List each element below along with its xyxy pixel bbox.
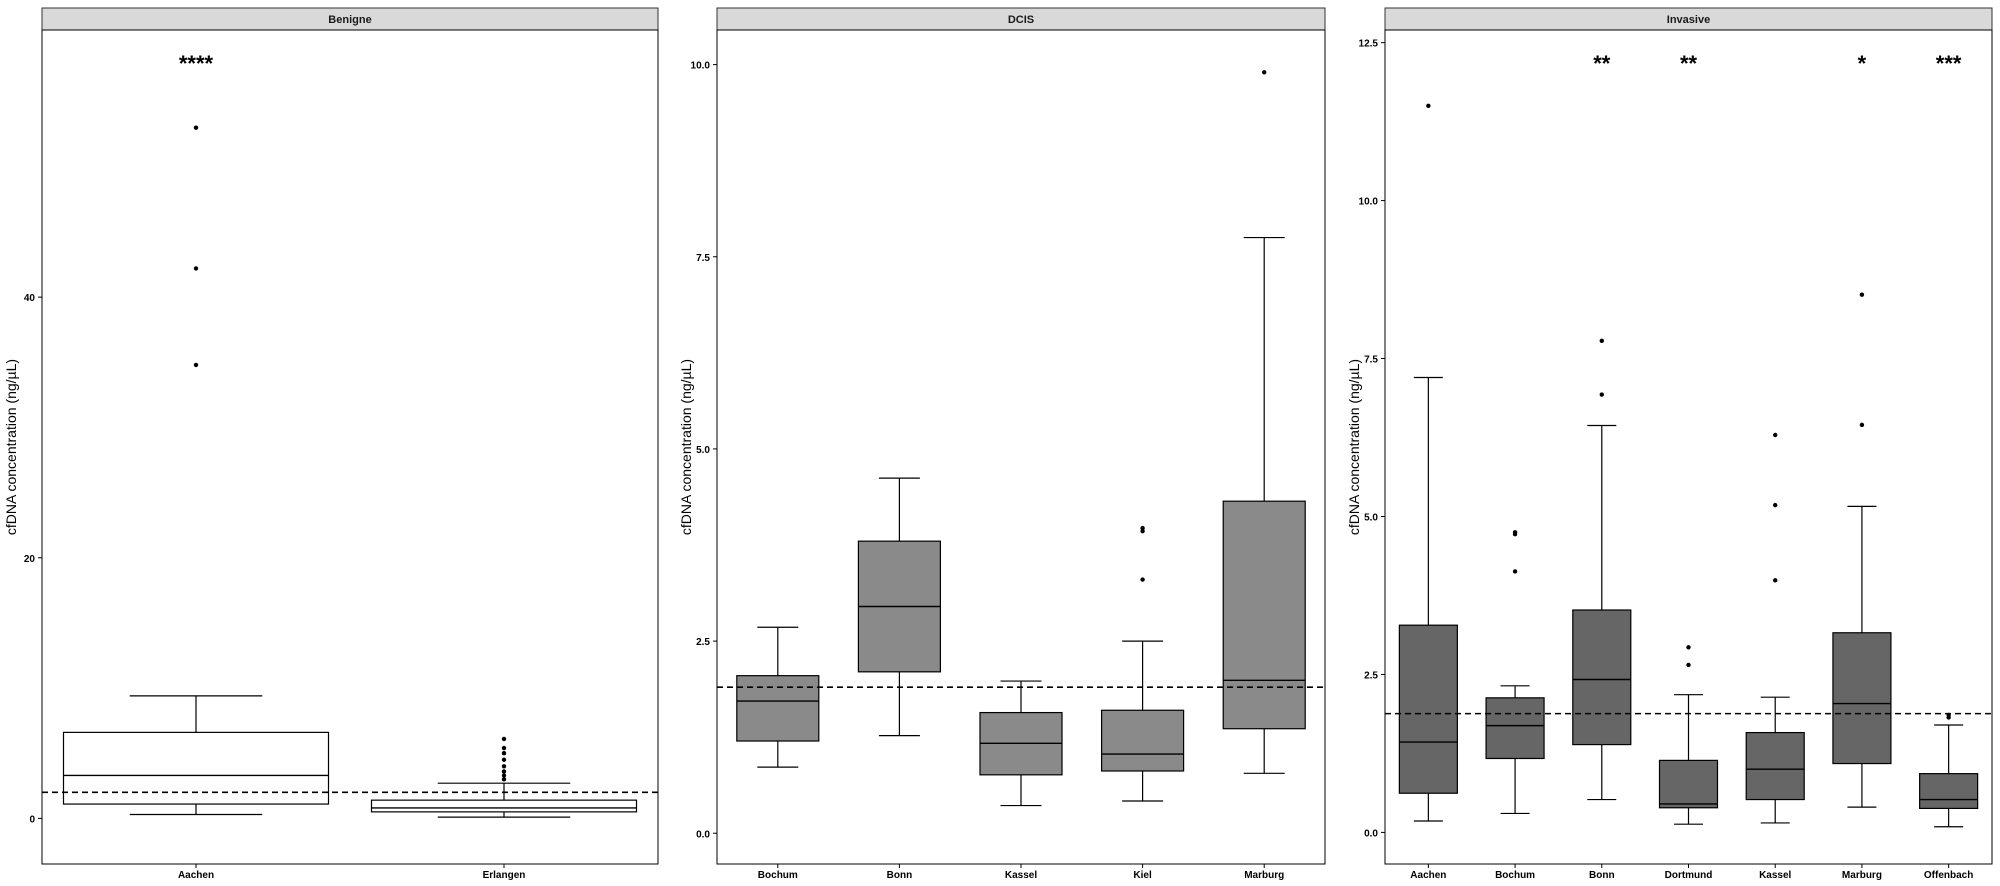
outlier-point xyxy=(193,125,199,130)
outlier-point xyxy=(1140,525,1145,531)
outlier-point xyxy=(1773,502,1778,508)
box-aachen xyxy=(62,731,330,805)
box-offenbach xyxy=(1919,773,1979,810)
y-tick-label: 2.5 xyxy=(1364,670,1378,681)
outlier-point xyxy=(1599,392,1604,397)
y-tick-label: 0 xyxy=(29,814,35,825)
y-axis-label: cfDNA concentration (ng/µL) xyxy=(1346,359,1362,535)
box-marburg xyxy=(1832,632,1892,765)
y-axis-label: cfDNA concentration (ng/µL) xyxy=(3,359,19,535)
x-tick-label: Dortmund xyxy=(1665,870,1713,881)
x-tick-label: Kiel xyxy=(1133,870,1152,881)
y-tick-label: 12.5 xyxy=(1359,39,1379,50)
y-tick-label: 10.0 xyxy=(691,61,711,72)
x-tick-label: Marburg xyxy=(1842,870,1882,881)
outlier-point xyxy=(193,362,199,368)
outlier-point xyxy=(1686,645,1691,650)
y-tick-label: 20 xyxy=(24,554,36,565)
box-kiel xyxy=(1100,709,1185,772)
outlier-point xyxy=(501,757,507,762)
outlier-point xyxy=(1773,578,1778,583)
outlier-point xyxy=(501,769,507,774)
outlier-point xyxy=(501,736,507,742)
outlier-point xyxy=(501,764,507,769)
x-tick-label: Kassel xyxy=(1005,870,1037,881)
x-tick-label: Aachen xyxy=(178,870,214,881)
significance-label: * xyxy=(1858,51,1867,76)
y-tick-label: 10.0 xyxy=(1359,197,1379,208)
outlier-point xyxy=(1426,103,1431,109)
x-tick-label: Bochum xyxy=(1495,870,1535,881)
outlier-point xyxy=(1686,662,1691,668)
panel-border xyxy=(41,29,659,865)
outlier-point xyxy=(1262,70,1267,75)
outlier-point xyxy=(1512,569,1518,574)
x-tick-label: Kassel xyxy=(1759,870,1791,881)
box-aachen xyxy=(1398,624,1458,794)
outlier-point xyxy=(501,777,507,782)
significance-label: *** xyxy=(1936,51,1962,76)
y-tick-label: 40 xyxy=(24,293,36,304)
y-tick-label: 0.0 xyxy=(696,829,710,840)
y-tick-label: 5.0 xyxy=(1364,513,1378,524)
y-tick-label: 0.0 xyxy=(1364,828,1378,839)
box-bochum xyxy=(736,675,820,742)
box-marburg xyxy=(1222,500,1306,730)
box-bochum xyxy=(1485,697,1545,760)
outlier-point xyxy=(1140,577,1145,582)
outlier-point xyxy=(1859,422,1865,428)
x-tick-label: Bochum xyxy=(758,870,798,881)
outlier-point xyxy=(501,745,507,751)
facet-title: Benigne xyxy=(328,14,371,26)
y-tick-label: 2.5 xyxy=(696,637,710,648)
x-tick-label: Erlangen xyxy=(483,870,526,881)
outlier-point xyxy=(1773,432,1778,438)
facet-title: Invasive xyxy=(1667,14,1710,26)
x-tick-label: Bonn xyxy=(887,870,913,881)
y-axis-label: cfDNA concentration (ng/µL) xyxy=(678,359,694,535)
box-erlangen xyxy=(370,799,638,813)
significance-label: ** xyxy=(1593,51,1611,76)
outlier-point xyxy=(501,773,507,778)
x-tick-label: Aachen xyxy=(1410,870,1446,881)
y-tick-label: 7.5 xyxy=(696,253,710,264)
significance-label: ** xyxy=(1680,51,1698,76)
outlier-point xyxy=(1859,292,1865,297)
box-dortmund xyxy=(1658,759,1719,809)
facet-title: DCIS xyxy=(1008,14,1034,26)
x-tick-label: Offenbach xyxy=(1924,870,1973,881)
x-tick-label: Bonn xyxy=(1589,870,1615,881)
box-kassel xyxy=(1745,731,1805,801)
y-tick-label: 7.5 xyxy=(1364,355,1378,366)
outlier-point xyxy=(1599,338,1604,344)
outlier-point xyxy=(501,751,507,756)
outlier-point xyxy=(1140,528,1145,534)
x-tick-label: Marburg xyxy=(1244,870,1284,881)
y-tick-label: 5.0 xyxy=(696,445,710,456)
outlier-point xyxy=(193,266,199,271)
box-bonn xyxy=(1572,609,1632,746)
significance-label: **** xyxy=(179,51,214,76)
outlier-point xyxy=(1512,530,1518,535)
